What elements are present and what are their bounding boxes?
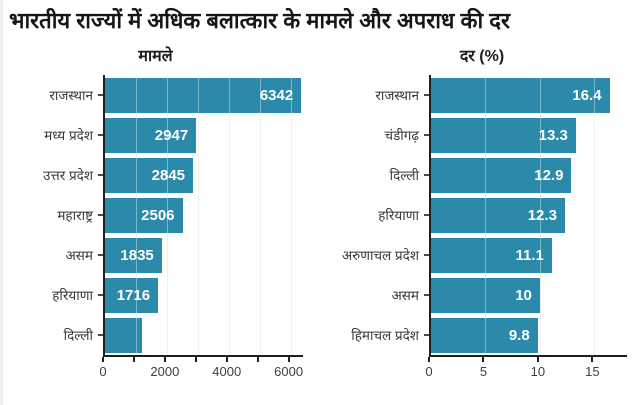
bar-value-label: 11.1: [515, 246, 544, 264]
bar: 1835: [105, 237, 162, 273]
bar-value-label: 2845: [151, 166, 186, 184]
bar-row: 11.1: [431, 235, 627, 275]
x-tick-mark: [225, 357, 228, 362]
bar-row: 12.9: [431, 155, 627, 195]
bar: 6342: [105, 77, 302, 113]
bar: 13.3: [431, 117, 576, 153]
chart-body: राजस्थान मध्य प्रदेश उत्तर प्रदेश महाराष्ट्…: [8, 75, 303, 357]
category-label: हरियाणा: [8, 275, 103, 315]
bar-row: 16.4: [431, 75, 627, 115]
bar-value-label: 2506: [141, 206, 175, 224]
bar-value-label: 12.9: [534, 166, 564, 184]
bar: 12.3: [431, 197, 565, 233]
bar: 11.1: [431, 237, 552, 273]
category-label: राजस्थान: [337, 75, 429, 115]
category-label: असम: [8, 235, 103, 275]
chart-title-cases: मामले: [138, 48, 173, 65]
bar-value-label: 1716: [116, 286, 151, 304]
bar-value-label: 1835: [120, 246, 154, 264]
bar: 12.9: [431, 157, 572, 193]
plot-area: 16.4 13.3 12.9 12.3 11.1 10 9.8: [429, 75, 627, 357]
bar: 2947: [105, 117, 197, 153]
category-label: मध्य प्रदेश: [8, 115, 103, 155]
bar-value-label: 9.8: [508, 326, 530, 344]
cases-bar-chart: मामले राजस्थान मध्य प्रदेश उत्तर प्रदेश महा…: [8, 44, 303, 385]
y-axis-labels: राजस्थान चंडीगढ़ दिल्ली हरियाणा अरुणाचल प्रद…: [337, 75, 429, 357]
bar-row: 13.3: [431, 115, 627, 155]
category-label: हिमाचल प्रदेश: [337, 315, 429, 355]
category-label: हरियाणा: [337, 195, 429, 235]
x-tick-label: 2000: [150, 364, 180, 379]
x-tick-mark: [428, 357, 430, 362]
bar-value-label: 6342: [259, 86, 294, 104]
rate-bar-chart: दर (%) राजस्थान चंडीगढ़ दिल्ली हरियाणा अरुणा…: [337, 44, 627, 385]
x-tick-label: 4000: [212, 364, 242, 379]
chart-title-rate: दर (%): [459, 48, 505, 65]
bar-value-label: 16.4: [572, 86, 602, 104]
category-label: दिल्ली: [337, 155, 429, 195]
bar-value-label: 13.3: [538, 126, 568, 144]
chart-body: राजस्थान चंडीगढ़ दिल्ली हरियाणा अरुणाचल प्रद…: [337, 75, 627, 357]
bar-row: 2947: [105, 115, 303, 155]
charts-row: मामले राजस्थान मध्य प्रदेश उत्तर प्रदेश महा…: [3, 44, 644, 385]
x-tick-label: 15: [585, 364, 600, 379]
bar-row: 1716: [105, 275, 303, 315]
bar: 1716: [105, 277, 159, 313]
gridline: [259, 75, 261, 355]
gridline: [290, 75, 292, 355]
bar: 2506: [105, 197, 183, 233]
x-tick-mark: [194, 357, 197, 362]
category-label: चंडीगढ़: [337, 115, 429, 155]
gridline: [228, 75, 230, 355]
x-tick-mark: [102, 357, 104, 362]
x-tick-mark: [591, 357, 594, 362]
x-tick-label: 5: [479, 364, 488, 379]
bar: 10: [431, 277, 540, 313]
category-label: राजस्थान: [8, 75, 103, 115]
bar: 2845: [105, 157, 194, 193]
x-tick-label: 6000: [274, 364, 304, 379]
x-tick-label: 0: [425, 364, 433, 379]
bar-row: 9.8: [431, 315, 627, 355]
bar-row: 10: [431, 275, 627, 315]
bar-row: 2845: [105, 155, 303, 195]
x-tick-mark: [132, 357, 135, 362]
bar-row: 2506: [105, 195, 303, 235]
bar: 16.4: [431, 77, 610, 113]
x-axis: 0 2000 4000 6000: [99, 357, 304, 385]
x-axis: 0 5 10 15: [425, 357, 625, 385]
bar-value-label: 10: [515, 286, 532, 304]
bar-row: 1835: [105, 235, 303, 275]
category-label: उत्तर प्रदेश: [8, 155, 103, 195]
bar: 9.8: [431, 317, 538, 353]
bar-row: 12.3: [431, 195, 627, 235]
x-tick-mark: [163, 357, 166, 362]
gridline: [197, 75, 199, 355]
x-tick-label: 10: [530, 364, 546, 379]
category-label: असम: [337, 275, 429, 315]
x-tick-mark: [536, 357, 539, 362]
plot-area: 6342 2947 2845 2506 1835 1716: [103, 75, 303, 357]
bar-value-label: 2947: [154, 126, 189, 144]
bar-row: [105, 315, 303, 355]
category-label: दिल्ली: [8, 315, 103, 355]
category-label: अरुणाचल प्रदेश: [337, 235, 429, 275]
figure-title: भारतीय राज्यों में अधिक बलात्कार के मामल…: [9, 8, 510, 33]
y-axis-labels: राजस्थान मध्य प्रदेश उत्तर प्रदेश महाराष्ट्…: [8, 75, 103, 357]
bar: [105, 317, 143, 353]
x-tick-mark: [256, 357, 259, 362]
x-tick-label: 0: [99, 364, 107, 379]
bar-value-label: 12.3: [527, 206, 557, 224]
x-tick-mark: [482, 357, 485, 362]
x-tick-mark: [287, 357, 290, 362]
gridline: [594, 75, 596, 355]
category-label: महाराष्ट्र: [8, 195, 103, 235]
bar-row: 6342: [105, 75, 303, 115]
